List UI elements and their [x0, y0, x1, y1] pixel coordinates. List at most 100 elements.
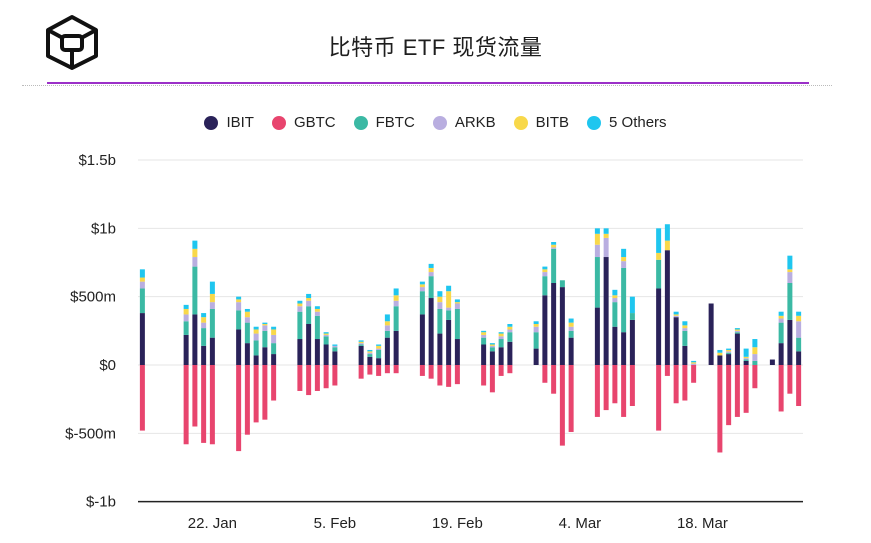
bar-segment-arkb[interactable] [734, 330, 740, 333]
bar-segment-5-others[interactable] [594, 228, 600, 234]
bar-segment-5-others[interactable] [498, 332, 504, 334]
bar-segment-fbtc[interactable] [384, 330, 390, 338]
bar-segment-5-others[interactable] [778, 311, 784, 316]
bar-segment-gbtc[interactable] [691, 365, 697, 383]
bar-segment-arkb[interactable] [542, 272, 548, 277]
bar-segment-arkb[interactable] [419, 287, 425, 292]
bar-segment-5-others[interactable] [743, 348, 749, 357]
bar-segment-gbtc[interactable] [253, 365, 259, 423]
bar-segment-arkb[interactable] [551, 247, 557, 249]
bar-segment-gbtc[interactable] [507, 365, 513, 374]
bar-segment-5-others[interactable] [446, 285, 452, 292]
bar-segment-fbtc[interactable] [367, 354, 373, 357]
bar-segment-fbtc[interactable] [314, 315, 320, 340]
bar-segment-arkb[interactable] [533, 326, 539, 333]
bar-segment-gbtc[interactable] [428, 365, 434, 379]
bar-segment-fbtc[interactable] [796, 337, 802, 352]
bar-segment-bitb[interactable] [682, 325, 688, 329]
bar-segment-arkb[interactable] [454, 303, 460, 309]
bar-segment-ibit[interactable] [656, 288, 662, 365]
bar-segment-arkb[interactable] [236, 302, 242, 311]
bar-segment-gbtc[interactable] [594, 365, 600, 417]
bar-segment-ibit[interactable] [664, 250, 670, 365]
bar-segment-bitb[interactable] [656, 252, 662, 260]
bar-segment-ibit[interactable] [253, 355, 259, 365]
bar-segment-gbtc[interactable] [743, 365, 749, 413]
bar-segment-bitb[interactable] [796, 315, 802, 322]
bar-segment-arkb[interactable] [568, 326, 574, 331]
bar-segment-fbtc[interactable] [621, 267, 627, 333]
bar-segment-fbtc[interactable] [201, 328, 207, 346]
bar-segment-gbtc[interactable] [139, 365, 145, 431]
bar-segment-gbtc[interactable] [419, 365, 425, 376]
bar-segment-5-others[interactable] [297, 300, 303, 304]
bar-segment-ibit[interactable] [192, 314, 198, 365]
bar-segment-fbtc[interactable] [393, 306, 399, 331]
bar-segment-fbtc[interactable] [498, 339, 504, 348]
bar-segment-bitb[interactable] [244, 311, 250, 318]
bar-segment-5-others[interactable] [489, 343, 495, 345]
bar-segment-arkb[interactable] [393, 300, 399, 307]
bar-segment-gbtc[interactable] [559, 365, 565, 446]
bar-segment-ibit[interactable] [437, 333, 443, 365]
bar-segment-bitb[interactable] [787, 269, 793, 273]
bar-segment-gbtc[interactable] [192, 365, 198, 427]
bar-segment-gbtc[interactable] [551, 365, 557, 394]
bar-segment-bitb[interactable] [621, 257, 627, 262]
bar-segment-fbtc[interactable] [743, 359, 749, 361]
bar-segment-bitb[interactable] [568, 322, 574, 327]
bar-segment-bitb[interactable] [717, 352, 723, 356]
bar-segment-gbtc[interactable] [778, 365, 784, 412]
bar-segment-gbtc[interactable] [437, 365, 443, 386]
bar-segment-arkb[interactable] [314, 311, 320, 316]
bar-segment-5-others[interactable] [367, 349, 373, 352]
bar-segment-bitb[interactable] [201, 317, 207, 323]
bar-segment-arkb[interactable] [594, 244, 600, 258]
bar-segment-bitb[interactable] [192, 248, 198, 258]
bar-segment-ibit[interactable] [726, 354, 732, 365]
bar-segment-gbtc[interactable] [367, 365, 373, 375]
bar-segment-ibit[interactable] [682, 345, 688, 365]
bar-segment-5-others[interactable] [734, 328, 740, 330]
bar-segment-fbtc[interactable] [481, 337, 487, 345]
bar-segment-ibit[interactable] [446, 319, 452, 365]
bar-segment-5-others[interactable] [262, 322, 268, 324]
bar-segment-bitb[interactable] [498, 333, 504, 337]
bar-segment-arkb[interactable] [507, 329, 513, 333]
bar-segment-fbtc[interactable] [244, 322, 250, 344]
bar-segment-bitb[interactable] [183, 308, 189, 315]
bar-segment-bitb[interactable] [778, 315, 784, 319]
bar-segment-ibit[interactable] [559, 287, 565, 365]
bar-segment-ibit[interactable] [778, 343, 784, 365]
bar-segment-5-others[interactable] [393, 288, 399, 296]
bar-segment-fbtc[interactable] [446, 310, 452, 320]
bar-segment-arkb[interactable] [682, 328, 688, 331]
bar-segment-gbtc[interactable] [376, 365, 382, 376]
bar-segment-5-others[interactable] [358, 340, 364, 342]
bar-segment-fbtc[interactable] [253, 340, 259, 356]
bar-segment-ibit[interactable] [244, 343, 250, 365]
bar-segment-arkb[interactable] [323, 334, 329, 337]
bar-segment-bitb[interactable] [419, 284, 425, 288]
bar-segment-ibit[interactable] [708, 303, 714, 366]
bar-segment-5-others[interactable] [542, 266, 548, 270]
bar-segment-bitb[interactable] [734, 329, 740, 331]
bar-segment-fbtc[interactable] [437, 308, 443, 334]
bar-segment-bitb[interactable] [743, 356, 749, 359]
bar-segment-bitb[interactable] [297, 303, 303, 307]
bar-segment-arkb[interactable] [621, 261, 627, 268]
bar-segment-gbtc[interactable] [314, 365, 320, 391]
bar-segment-5-others[interactable] [183, 304, 189, 309]
bar-segment-5-others[interactable] [454, 299, 460, 303]
bar-segment-arkb[interactable] [428, 272, 434, 277]
bar-segment-5-others[interactable] [603, 228, 609, 234]
bar-segment-gbtc[interactable] [244, 365, 250, 435]
bar-segment-5-others[interactable] [621, 248, 627, 258]
bar-segment-ibit[interactable] [673, 317, 679, 365]
bar-segment-gbtc[interactable] [454, 365, 460, 385]
bar-segment-fbtc[interactable] [778, 322, 784, 344]
bar-segment-gbtc[interactable] [673, 365, 679, 404]
bar-segment-arkb[interactable] [752, 354, 758, 361]
bar-segment-fbtc[interactable] [752, 360, 758, 365]
bar-segment-5-others[interactable] [236, 296, 242, 300]
